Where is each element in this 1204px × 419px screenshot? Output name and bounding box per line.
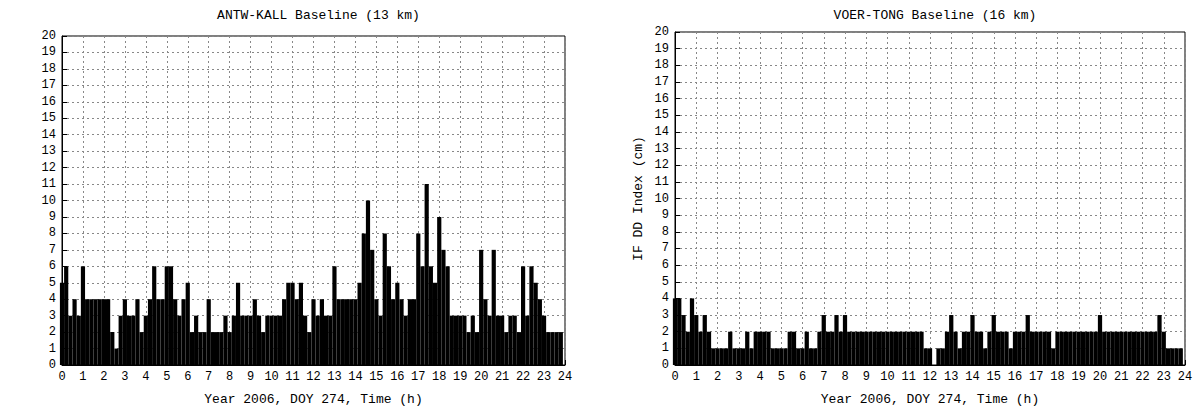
svg-text:2: 2 (662, 325, 669, 339)
svg-text:13: 13 (327, 370, 341, 384)
svg-text:2: 2 (100, 370, 107, 384)
svg-text:21: 21 (1114, 370, 1128, 384)
svg-text:12: 12 (306, 370, 320, 384)
svg-text:4: 4 (142, 370, 149, 384)
svg-text:12: 12 (655, 158, 669, 172)
svg-text:15: 15 (987, 370, 1001, 384)
svg-text:10: 10 (42, 194, 56, 208)
svg-text:16: 16 (655, 92, 669, 106)
svg-text:17: 17 (655, 75, 669, 89)
svg-text:5: 5 (49, 276, 56, 290)
svg-text:7: 7 (820, 370, 827, 384)
svg-text:18: 18 (432, 370, 446, 384)
svg-text:9: 9 (49, 210, 56, 224)
svg-text:17: 17 (1029, 370, 1043, 384)
svg-text:19: 19 (42, 45, 56, 59)
svg-text:19: 19 (655, 42, 669, 56)
svg-text:0: 0 (662, 358, 669, 372)
svg-text:10: 10 (880, 370, 894, 384)
svg-text:16: 16 (42, 95, 56, 109)
svg-text:10: 10 (655, 192, 669, 206)
svg-text:23: 23 (1157, 370, 1171, 384)
svg-text:14: 14 (348, 370, 362, 384)
svg-text:5: 5 (662, 275, 669, 289)
svg-text:20: 20 (655, 25, 669, 39)
svg-text:18: 18 (1050, 370, 1064, 384)
svg-text:8: 8 (226, 370, 233, 384)
svg-text:9: 9 (247, 370, 254, 384)
svg-text:2: 2 (49, 325, 56, 339)
svg-text:4: 4 (662, 291, 669, 305)
svg-text:15: 15 (655, 108, 669, 122)
svg-text:11: 11 (285, 370, 299, 384)
svg-text:12: 12 (42, 161, 56, 175)
svg-text:9: 9 (863, 370, 870, 384)
svg-text:14: 14 (965, 370, 979, 384)
svg-text:20: 20 (42, 29, 56, 43)
svg-text:5: 5 (778, 370, 785, 384)
svg-text:17: 17 (42, 78, 56, 92)
svg-text:5: 5 (163, 370, 170, 384)
svg-text:3: 3 (49, 309, 56, 323)
svg-text:17: 17 (411, 370, 425, 384)
svg-text:18: 18 (655, 58, 669, 72)
svg-text:22: 22 (1135, 370, 1149, 384)
svg-text:22: 22 (516, 370, 530, 384)
svg-text:ANTW-KALL Baseline (13 km): ANTW-KALL Baseline (13 km) (217, 8, 420, 23)
svg-text:7: 7 (49, 243, 56, 257)
svg-text:1: 1 (49, 342, 56, 356)
svg-text:11: 11 (655, 175, 669, 189)
svg-text:23: 23 (537, 370, 551, 384)
svg-text:7: 7 (205, 370, 212, 384)
svg-text:VOER-TONG Baseline (16 km): VOER-TONG Baseline (16 km) (834, 8, 1037, 23)
svg-text:14: 14 (42, 128, 56, 142)
svg-text:11: 11 (902, 370, 916, 384)
svg-text:0: 0 (58, 370, 65, 384)
svg-text:6: 6 (799, 370, 806, 384)
svg-text:9: 9 (662, 208, 669, 222)
svg-text:0: 0 (671, 370, 678, 384)
svg-text:7: 7 (662, 241, 669, 255)
svg-text:3: 3 (121, 370, 128, 384)
svg-text:12: 12 (923, 370, 937, 384)
svg-text:6: 6 (49, 259, 56, 273)
svg-text:13: 13 (42, 144, 56, 158)
svg-text:8: 8 (841, 370, 848, 384)
svg-text:20: 20 (474, 370, 488, 384)
svg-text:8: 8 (49, 226, 56, 240)
svg-text:6: 6 (662, 258, 669, 272)
svg-text:3: 3 (662, 308, 669, 322)
svg-text:18: 18 (42, 62, 56, 76)
svg-text:13: 13 (655, 142, 669, 156)
svg-text:19: 19 (1072, 370, 1086, 384)
svg-text:3: 3 (735, 370, 742, 384)
svg-text:24: 24 (1178, 370, 1192, 384)
svg-text:24: 24 (558, 370, 572, 384)
svg-text:1: 1 (662, 341, 669, 355)
svg-text:19: 19 (453, 370, 467, 384)
svg-text:20: 20 (1093, 370, 1107, 384)
svg-text:1: 1 (79, 370, 86, 384)
svg-text:11: 11 (42, 177, 56, 191)
svg-text:0: 0 (49, 358, 56, 372)
svg-text:1: 1 (693, 370, 700, 384)
svg-text:13: 13 (944, 370, 958, 384)
svg-text:8: 8 (662, 225, 669, 239)
svg-text:Year 2006, DOY 274, Time (h): Year 2006, DOY 274, Time (h) (821, 392, 1039, 407)
svg-text:10: 10 (264, 370, 278, 384)
svg-text:IF DD Index (cm): IF DD Index (cm) (631, 136, 646, 261)
svg-text:6: 6 (184, 370, 191, 384)
svg-text:2: 2 (714, 370, 721, 384)
svg-text:Year 2006, DOY 274, Time (h): Year 2006, DOY 274, Time (h) (204, 392, 422, 407)
svg-text:21: 21 (495, 370, 509, 384)
svg-text:16: 16 (390, 370, 404, 384)
svg-text:15: 15 (369, 370, 383, 384)
svg-text:4: 4 (756, 370, 763, 384)
svg-text:4: 4 (49, 292, 56, 306)
svg-text:16: 16 (1008, 370, 1022, 384)
svg-text:14: 14 (655, 125, 669, 139)
svg-text:15: 15 (42, 111, 56, 125)
